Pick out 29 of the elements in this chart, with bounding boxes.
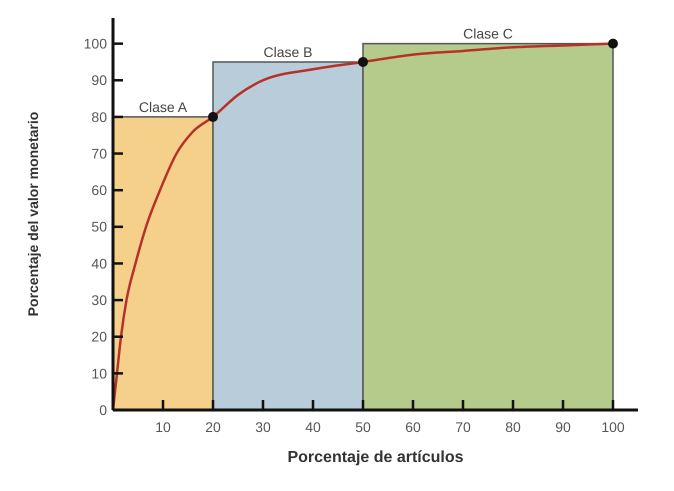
x-tick-label: 10 xyxy=(155,419,171,435)
x-tick-label: 80 xyxy=(505,419,521,435)
y-tick-label: 70 xyxy=(91,145,108,162)
y-axis-title: Porcentaje del valor monetario xyxy=(25,112,41,316)
x-tick-label: 60 xyxy=(405,419,421,435)
y-tick-label: 20 xyxy=(91,328,108,345)
y-tick-label: 100 xyxy=(84,36,108,52)
y-tick-label: 50 xyxy=(91,218,108,235)
y-tick-label: 40 xyxy=(91,255,108,272)
y-tick-label: 0 xyxy=(99,402,108,418)
point xyxy=(208,112,218,122)
y-tick-label: 30 xyxy=(91,292,108,308)
series-label: Clase A xyxy=(138,98,188,115)
point xyxy=(608,38,618,49)
y-tick-label: 60 xyxy=(91,182,108,198)
x-tick-label: 70 xyxy=(455,419,471,435)
series-label: Clase C xyxy=(463,26,513,42)
y-tick-label: 10 xyxy=(91,365,108,382)
x-tick-label: 90 xyxy=(555,419,571,435)
y-tick-label: 90 xyxy=(91,72,108,88)
x-axis-title: Porcentaje de artículos xyxy=(287,449,464,466)
x-tick-label: 100 xyxy=(601,419,625,435)
point xyxy=(358,56,368,67)
y-tick-label: 80 xyxy=(91,108,108,125)
x-tick-label: 20 xyxy=(205,419,221,435)
x-tick-label: 30 xyxy=(255,419,271,435)
x-tick-label: 50 xyxy=(355,419,371,435)
series-label: Clase B xyxy=(263,44,313,60)
x-tick-label: 40 xyxy=(305,419,321,435)
